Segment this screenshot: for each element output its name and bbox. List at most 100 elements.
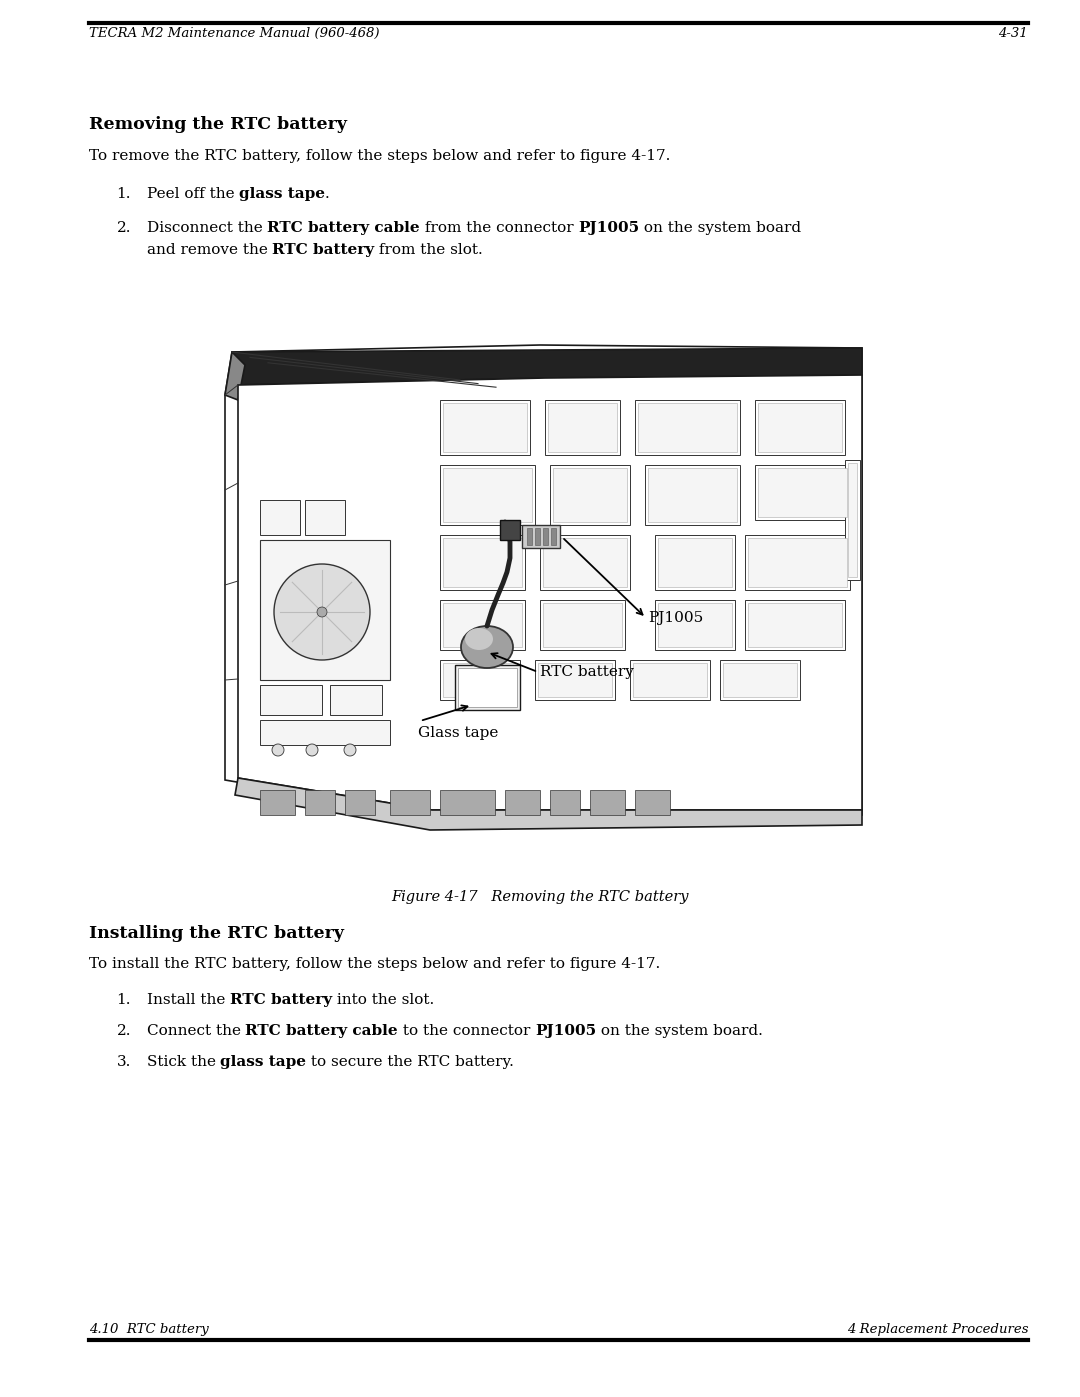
Polygon shape (260, 541, 390, 680)
Polygon shape (755, 465, 850, 520)
Polygon shape (440, 400, 530, 455)
Text: 4 Replacement Procedures: 4 Replacement Procedures (847, 1323, 1028, 1337)
Text: Installing the RTC battery: Installing the RTC battery (89, 925, 343, 942)
Polygon shape (260, 685, 322, 715)
Polygon shape (630, 659, 710, 700)
Polygon shape (720, 659, 800, 700)
Text: into the slot.: into the slot. (332, 993, 434, 1007)
Polygon shape (745, 535, 850, 590)
Text: Install the: Install the (147, 993, 230, 1007)
Text: 2.: 2. (117, 221, 131, 235)
Text: 3.: 3. (117, 1055, 131, 1069)
Polygon shape (305, 500, 345, 535)
Polygon shape (443, 402, 527, 453)
Text: PJ1005: PJ1005 (578, 221, 639, 235)
Polygon shape (440, 789, 495, 814)
Text: Connect the: Connect the (147, 1024, 245, 1038)
Circle shape (345, 745, 356, 756)
Polygon shape (527, 528, 532, 545)
Polygon shape (755, 400, 845, 455)
Text: RTC battery cable: RTC battery cable (245, 1024, 399, 1038)
Text: RTC battery: RTC battery (272, 243, 375, 257)
Circle shape (306, 745, 318, 756)
Polygon shape (260, 789, 295, 814)
Text: RTC battery cable: RTC battery cable (267, 221, 420, 235)
Polygon shape (443, 664, 517, 697)
Polygon shape (505, 789, 540, 814)
Polygon shape (535, 659, 615, 700)
Polygon shape (548, 402, 617, 453)
Polygon shape (443, 468, 532, 522)
Polygon shape (225, 345, 862, 814)
Text: from the connector: from the connector (420, 221, 578, 235)
Polygon shape (543, 604, 622, 647)
Polygon shape (330, 685, 382, 715)
Polygon shape (500, 520, 519, 541)
Polygon shape (443, 604, 522, 647)
Polygon shape (645, 465, 740, 525)
Circle shape (272, 745, 284, 756)
Polygon shape (443, 538, 522, 587)
Text: TECRA M2 Maintenance Manual (960-468): TECRA M2 Maintenance Manual (960-468) (89, 27, 379, 41)
Polygon shape (654, 599, 735, 650)
Text: Peel off the: Peel off the (147, 187, 239, 201)
Polygon shape (550, 465, 630, 525)
Text: Glass tape: Glass tape (418, 726, 498, 740)
Polygon shape (848, 462, 858, 577)
Text: PJ1005: PJ1005 (648, 610, 703, 624)
Polygon shape (543, 528, 548, 545)
Text: 4.10  RTC battery: 4.10 RTC battery (89, 1323, 208, 1337)
Polygon shape (235, 778, 862, 830)
Polygon shape (748, 538, 847, 587)
Polygon shape (758, 402, 842, 453)
Polygon shape (522, 525, 561, 548)
Text: on the system board: on the system board (639, 221, 801, 235)
Text: To remove the RTC battery, follow the steps below and refer to figure 4-17.: To remove the RTC battery, follow the st… (89, 149, 670, 163)
Polygon shape (658, 604, 732, 647)
Polygon shape (748, 604, 842, 647)
Polygon shape (590, 789, 625, 814)
Polygon shape (845, 460, 860, 580)
Text: 1.: 1. (117, 187, 131, 201)
Ellipse shape (465, 629, 492, 650)
Text: and remove the: and remove the (147, 243, 272, 257)
Polygon shape (390, 789, 430, 814)
Polygon shape (455, 665, 519, 710)
Polygon shape (654, 535, 735, 590)
Polygon shape (635, 789, 670, 814)
Polygon shape (553, 468, 627, 522)
Text: Figure 4-17   Removing the RTC battery: Figure 4-17 Removing the RTC battery (391, 890, 689, 904)
Ellipse shape (461, 626, 513, 668)
Text: 4-31: 4-31 (999, 27, 1028, 41)
Polygon shape (440, 465, 535, 525)
Polygon shape (638, 402, 737, 453)
Polygon shape (458, 668, 517, 707)
Polygon shape (260, 719, 390, 745)
Polygon shape (440, 599, 525, 650)
Text: from the slot.: from the slot. (375, 243, 483, 257)
Polygon shape (540, 535, 630, 590)
Text: RTC battery: RTC battery (540, 665, 634, 679)
Circle shape (318, 608, 327, 617)
Polygon shape (545, 400, 620, 455)
Text: .: . (325, 187, 329, 201)
Polygon shape (232, 348, 862, 386)
Polygon shape (758, 468, 847, 517)
Polygon shape (260, 500, 300, 535)
Polygon shape (238, 374, 862, 810)
Text: To install the RTC battery, follow the steps below and refer to figure 4-17.: To install the RTC battery, follow the s… (89, 957, 660, 971)
Polygon shape (535, 528, 540, 545)
Circle shape (274, 564, 370, 659)
Polygon shape (305, 789, 335, 814)
Text: Stick the: Stick the (147, 1055, 220, 1069)
Polygon shape (658, 538, 732, 587)
Text: RTC battery: RTC battery (230, 993, 332, 1007)
Text: 2.: 2. (117, 1024, 131, 1038)
Polygon shape (723, 664, 797, 697)
Polygon shape (345, 789, 375, 814)
Polygon shape (635, 400, 740, 455)
Polygon shape (648, 468, 737, 522)
Text: to secure the RTC battery.: to secure the RTC battery. (307, 1055, 514, 1069)
Polygon shape (540, 599, 625, 650)
Polygon shape (538, 664, 612, 697)
